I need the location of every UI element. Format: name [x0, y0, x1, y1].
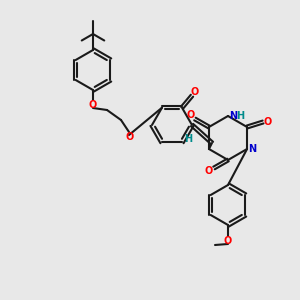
- Text: O: O: [191, 87, 199, 97]
- Text: H: H: [236, 111, 244, 121]
- Text: O: O: [224, 236, 232, 246]
- Text: O: O: [126, 132, 134, 142]
- Text: O: O: [264, 117, 272, 127]
- Text: N: N: [229, 111, 237, 121]
- Text: O: O: [187, 110, 195, 120]
- Text: H: H: [184, 134, 192, 144]
- Text: O: O: [89, 100, 97, 110]
- Text: O: O: [205, 166, 213, 176]
- Text: N: N: [248, 144, 256, 154]
